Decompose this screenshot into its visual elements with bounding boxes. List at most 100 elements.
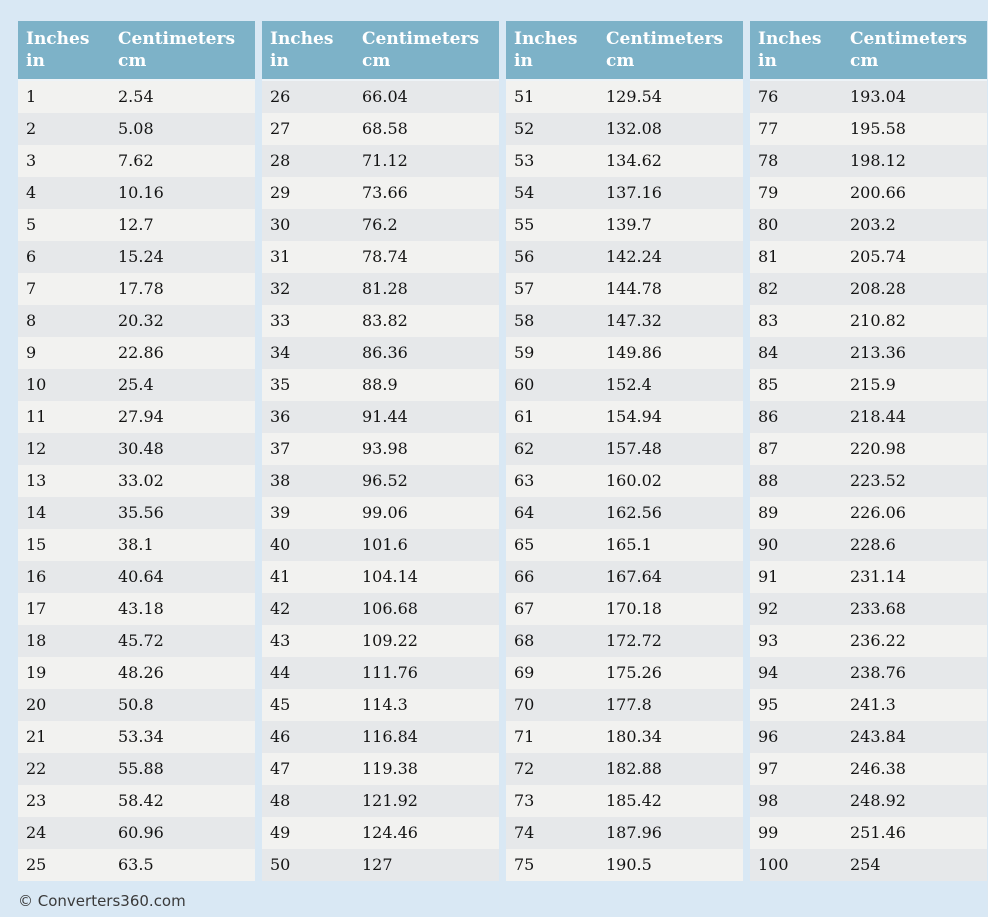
table-row: 51 129.54: [506, 80, 743, 113]
header-centimeters-unit: cm: [118, 51, 147, 71]
centimeters-value: 15.24: [110, 241, 255, 273]
header-inches: Inches in: [750, 21, 842, 81]
table-row: 28 71.12: [262, 145, 499, 177]
table-row: 48 121.92: [262, 785, 499, 817]
inches-value: 70: [506, 689, 598, 721]
table-row: 92 233.68: [750, 593, 987, 625]
centimeters-value: 185.42: [598, 785, 743, 817]
centimeters-value: 53.34: [110, 721, 255, 753]
inches-value: 81: [750, 241, 842, 273]
centimeters-value: 139.7: [598, 209, 743, 241]
inches-value: 9: [18, 337, 110, 369]
inches-value: 71: [506, 721, 598, 753]
inches-value: 25: [18, 849, 110, 881]
centimeters-value: 190.5: [598, 849, 743, 881]
inches-value: 94: [750, 657, 842, 689]
inches-value: 2: [18, 113, 110, 145]
inches-value: 62: [506, 433, 598, 465]
inches-value: 67: [506, 593, 598, 625]
centimeters-value: 195.58: [842, 113, 987, 145]
centimeters-value: 157.48: [598, 433, 743, 465]
inches-value: 100: [750, 849, 842, 881]
table-row: 81 205.74: [750, 241, 987, 273]
centimeters-value: 238.76: [842, 657, 987, 689]
centimeters-value: 119.38: [354, 753, 499, 785]
centimeters-value: 223.52: [842, 465, 987, 497]
centimeters-value: 205.74: [842, 241, 987, 273]
table-row: 47 119.38: [262, 753, 499, 785]
centimeters-value: 243.84: [842, 721, 987, 753]
centimeters-value: 71.12: [354, 145, 499, 177]
inches-value: 86: [750, 401, 842, 433]
inches-value: 91: [750, 561, 842, 593]
table-row: 41 104.14: [262, 561, 499, 593]
centimeters-value: 93.98: [354, 433, 499, 465]
centimeters-value: 254: [842, 849, 987, 881]
table-row: 84 213.36: [750, 337, 987, 369]
header-inches-unit: in: [270, 51, 289, 71]
inches-value: 29: [262, 177, 354, 209]
table-row: 21 53.34: [18, 721, 255, 753]
centimeters-value: 111.76: [354, 657, 499, 689]
table-row: 96 243.84: [750, 721, 987, 753]
centimeters-value: 25.4: [110, 369, 255, 401]
centimeters-value: 210.82: [842, 305, 987, 337]
table-row: 11 27.94: [18, 401, 255, 433]
table-row: 36 91.44: [262, 401, 499, 433]
inches-value: 82: [750, 273, 842, 305]
centimeters-value: 142.24: [598, 241, 743, 273]
header-centimeters-unit: cm: [362, 51, 391, 71]
centimeters-value: 215.9: [842, 369, 987, 401]
inches-value: 58: [506, 305, 598, 337]
inches-value: 13: [18, 465, 110, 497]
table-row: 71 180.34: [506, 721, 743, 753]
table-row: 87 220.98: [750, 433, 987, 465]
table-row: 13 33.02: [18, 465, 255, 497]
inches-value: 48: [262, 785, 354, 817]
inches-value: 84: [750, 337, 842, 369]
centimeters-value: 182.88: [598, 753, 743, 785]
table-row: 15 38.1: [18, 529, 255, 561]
centimeters-value: 149.86: [598, 337, 743, 369]
table-row: 53 134.62: [506, 145, 743, 177]
centimeters-value: 55.88: [110, 753, 255, 785]
inches-value: 19: [18, 657, 110, 689]
inches-value: 17: [18, 593, 110, 625]
table-row: 89 226.06: [750, 497, 987, 529]
conversion-table-4: Inches in Centimeters cm 76 193.04 77 195.5…: [750, 21, 987, 881]
centimeters-value: 17.78: [110, 273, 255, 305]
table-row: 45 114.3: [262, 689, 499, 721]
table-row: 27 68.58: [262, 113, 499, 145]
table-row: 12 30.48: [18, 433, 255, 465]
table-row: 46 116.84: [262, 721, 499, 753]
table-row: 58 147.32: [506, 305, 743, 337]
inches-value: 55: [506, 209, 598, 241]
conversion-table-2: Inches in Centimeters cm 26 66.04 27 68.58 2…: [262, 21, 499, 881]
inches-value: 95: [750, 689, 842, 721]
inches-value: 41: [262, 561, 354, 593]
header-inches: Inches in: [262, 21, 354, 81]
inches-value: 73: [506, 785, 598, 817]
table-row: 65 165.1: [506, 529, 743, 561]
table-row: 54 137.16: [506, 177, 743, 209]
centimeters-value: 180.34: [598, 721, 743, 753]
table-row: 5 12.7: [18, 209, 255, 241]
table-row: 68 172.72: [506, 625, 743, 657]
table-header-row: Inches in Centimeters cm: [750, 21, 987, 81]
header-centimeters-unit: cm: [606, 51, 635, 71]
table-row: 34 86.36: [262, 337, 499, 369]
inches-value: 68: [506, 625, 598, 657]
table-row: 59 149.86: [506, 337, 743, 369]
inches-value: 36: [262, 401, 354, 433]
table-row: 83 210.82: [750, 305, 987, 337]
table-row: 37 93.98: [262, 433, 499, 465]
inches-value: 21: [18, 721, 110, 753]
table-row: 77 195.58: [750, 113, 987, 145]
centimeters-value: 127: [354, 849, 499, 881]
centimeters-value: 2.54: [110, 80, 255, 113]
inches-value: 75: [506, 849, 598, 881]
centimeters-value: 12.7: [110, 209, 255, 241]
centimeters-value: 228.6: [842, 529, 987, 561]
inches-value: 74: [506, 817, 598, 849]
inches-value: 8: [18, 305, 110, 337]
